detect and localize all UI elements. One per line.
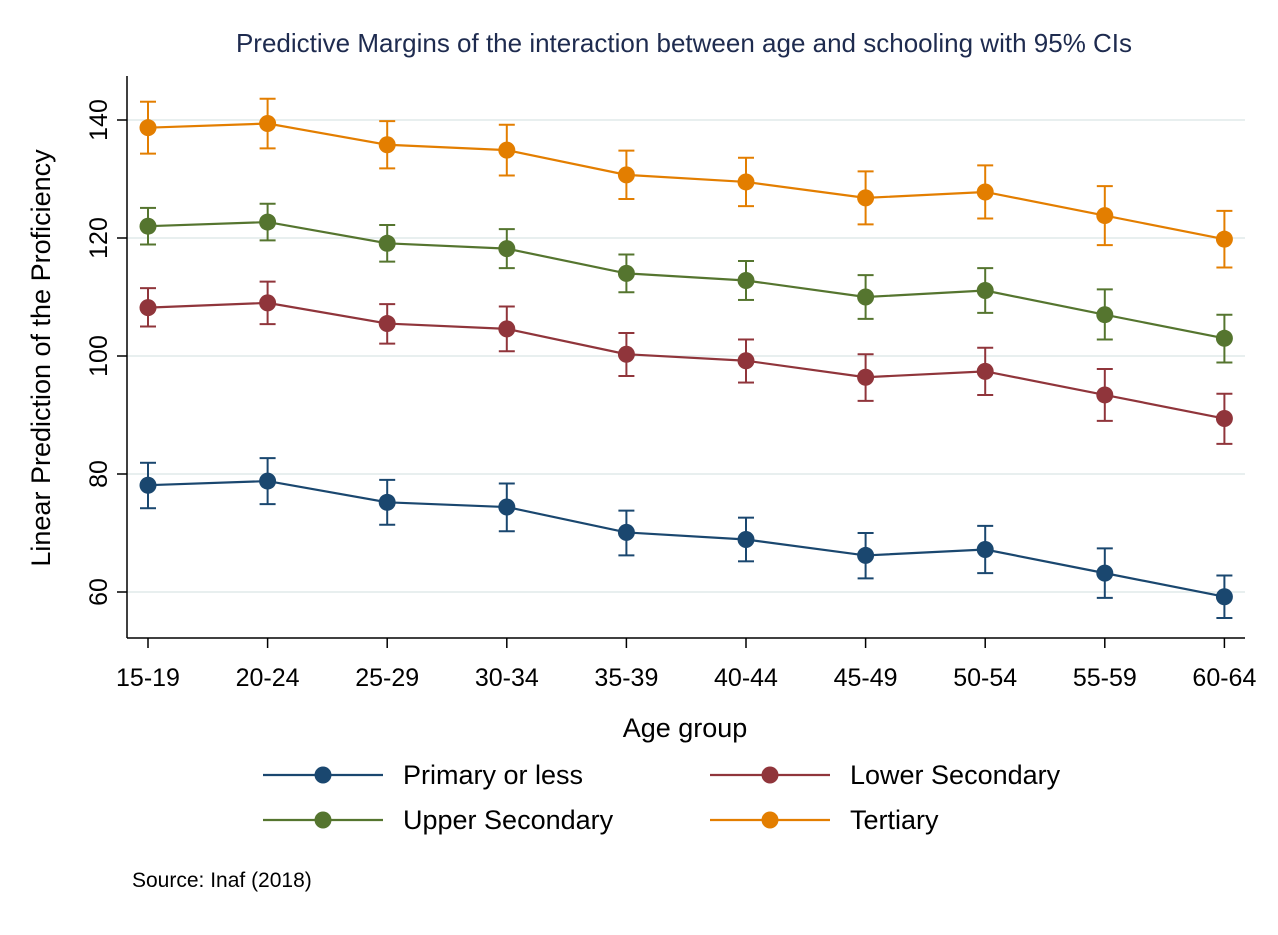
y-tick-label: 60 bbox=[85, 578, 113, 606]
data-point bbox=[857, 189, 875, 207]
data-point bbox=[498, 240, 516, 258]
legend-label: Tertiary bbox=[850, 805, 939, 835]
data-point bbox=[976, 183, 994, 201]
data-point bbox=[1215, 410, 1233, 428]
series-1 bbox=[139, 280, 1233, 445]
legend-marker bbox=[761, 766, 779, 784]
data-point bbox=[139, 476, 157, 494]
series-3 bbox=[139, 97, 1233, 269]
data-point bbox=[976, 282, 994, 300]
y-tick-label: 100 bbox=[85, 335, 113, 377]
data-point bbox=[139, 299, 157, 317]
data-point bbox=[976, 362, 994, 380]
series-2 bbox=[139, 202, 1233, 364]
legend-label: Upper Secondary bbox=[403, 805, 614, 835]
data-point bbox=[857, 546, 875, 564]
data-point bbox=[259, 472, 277, 490]
legend-label: Lower Secondary bbox=[850, 760, 1061, 790]
plot-area bbox=[139, 97, 1233, 619]
data-point bbox=[498, 498, 516, 516]
data-point bbox=[976, 541, 994, 559]
y-tick-label: 120 bbox=[85, 217, 113, 259]
legend-marker bbox=[761, 811, 779, 829]
y-tick-label: 140 bbox=[85, 99, 113, 141]
data-point bbox=[617, 264, 635, 282]
data-point bbox=[1096, 207, 1114, 225]
data-point bbox=[737, 271, 755, 289]
data-point bbox=[1215, 230, 1233, 248]
series-line bbox=[147, 122, 1225, 241]
data-point bbox=[857, 288, 875, 306]
data-point bbox=[617, 166, 635, 184]
data-point bbox=[139, 119, 157, 137]
x-tick-label: 15-19 bbox=[116, 664, 180, 692]
gridlines bbox=[127, 119, 1245, 593]
x-tick-label: 60-64 bbox=[1192, 664, 1256, 692]
data-point bbox=[498, 141, 516, 159]
series-line bbox=[147, 220, 1225, 340]
data-point bbox=[259, 213, 277, 231]
legend-item: Primary or less bbox=[263, 760, 583, 790]
data-point bbox=[737, 352, 755, 370]
chart-title: Predictive Margins of the interaction be… bbox=[236, 28, 1132, 58]
y-axis-label: Linear Prediction of the Proficiency bbox=[26, 149, 56, 567]
data-point bbox=[617, 523, 635, 541]
series-line bbox=[147, 301, 1225, 420]
data-point bbox=[1096, 306, 1114, 324]
x-tick-label: 55-59 bbox=[1073, 664, 1137, 692]
data-point bbox=[1096, 386, 1114, 404]
legend-item: Lower Secondary bbox=[710, 760, 1061, 790]
x-tick-label: 35-39 bbox=[594, 664, 658, 692]
data-point bbox=[378, 315, 396, 333]
data-point bbox=[139, 217, 157, 235]
series-line bbox=[147, 479, 1225, 598]
source-note: Source: Inaf (2018) bbox=[132, 869, 312, 892]
data-point bbox=[1215, 588, 1233, 606]
data-point bbox=[737, 530, 755, 548]
data-point bbox=[259, 115, 277, 133]
legend-marker bbox=[314, 811, 332, 829]
data-point bbox=[1215, 329, 1233, 347]
x-tick-label: 40-44 bbox=[714, 664, 778, 692]
x-tick-label: 30-34 bbox=[475, 664, 539, 692]
data-point bbox=[378, 493, 396, 511]
x-tick-label: 45-49 bbox=[834, 664, 898, 692]
legend-label: Primary or less bbox=[403, 760, 583, 790]
data-point bbox=[378, 136, 396, 154]
data-point bbox=[617, 345, 635, 363]
x-tick-label: 50-54 bbox=[953, 664, 1017, 692]
x-axis-label: Age group bbox=[623, 713, 748, 743]
series-0 bbox=[139, 457, 1233, 619]
legend-item: Upper Secondary bbox=[263, 805, 614, 835]
data-point bbox=[378, 234, 396, 252]
legend-item: Tertiary bbox=[710, 805, 939, 835]
x-tick-label: 25-29 bbox=[355, 664, 419, 692]
legend: Primary or less Lower Secondary Upper Seco… bbox=[263, 760, 1061, 835]
data-point bbox=[1096, 564, 1114, 582]
y-tick-label: 80 bbox=[85, 460, 113, 488]
data-point bbox=[857, 368, 875, 386]
x-tick-label: 20-24 bbox=[236, 664, 300, 692]
data-point bbox=[737, 173, 755, 191]
axes: 60 80 100 120 140 15-19 20-24 25-29 30-34 35-39 40… bbox=[85, 76, 1256, 692]
data-point bbox=[259, 294, 277, 312]
legend-marker bbox=[314, 766, 332, 784]
data-point bbox=[498, 320, 516, 338]
